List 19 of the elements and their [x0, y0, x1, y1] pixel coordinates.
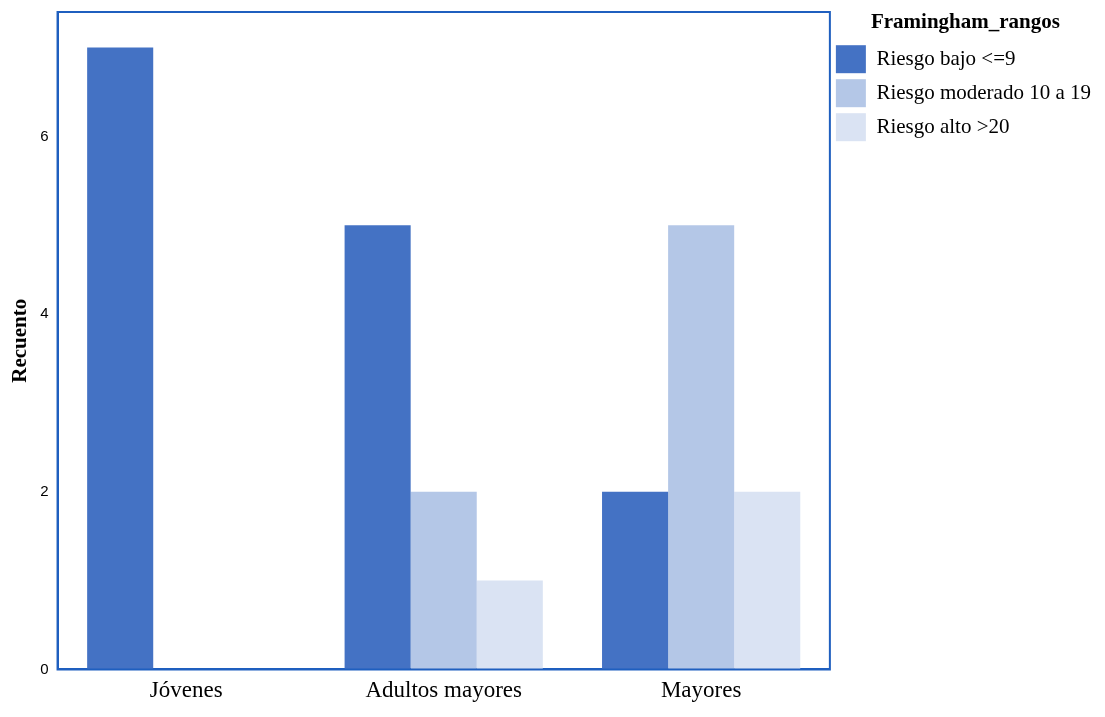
y-tick-label: 4 [40, 304, 49, 322]
legend-label: Riesgo alto >20 [876, 113, 1010, 138]
x-tick-label: Mayores [660, 677, 742, 703]
bar [602, 491, 669, 670]
legend-label: Riesgo moderado 10 a 19 [876, 79, 1091, 104]
bar [344, 225, 411, 670]
y-tick-label: 6 [40, 126, 49, 144]
legend-label: Riesgo bajo <=9 [876, 45, 1016, 70]
bar [410, 491, 477, 670]
x-tick-label: Jóvenes [149, 677, 223, 703]
y-tick-label: 0 [40, 659, 49, 677]
x-tick-label: Adultos mayores [365, 677, 523, 703]
bar [668, 225, 735, 670]
y-tick-label: 2 [40, 481, 49, 499]
bar [87, 47, 154, 670]
y-axis-title: Recuento [7, 298, 32, 383]
bar [476, 580, 543, 670]
legend-title: Framingham_rangos [870, 8, 1060, 33]
bar [734, 491, 801, 670]
